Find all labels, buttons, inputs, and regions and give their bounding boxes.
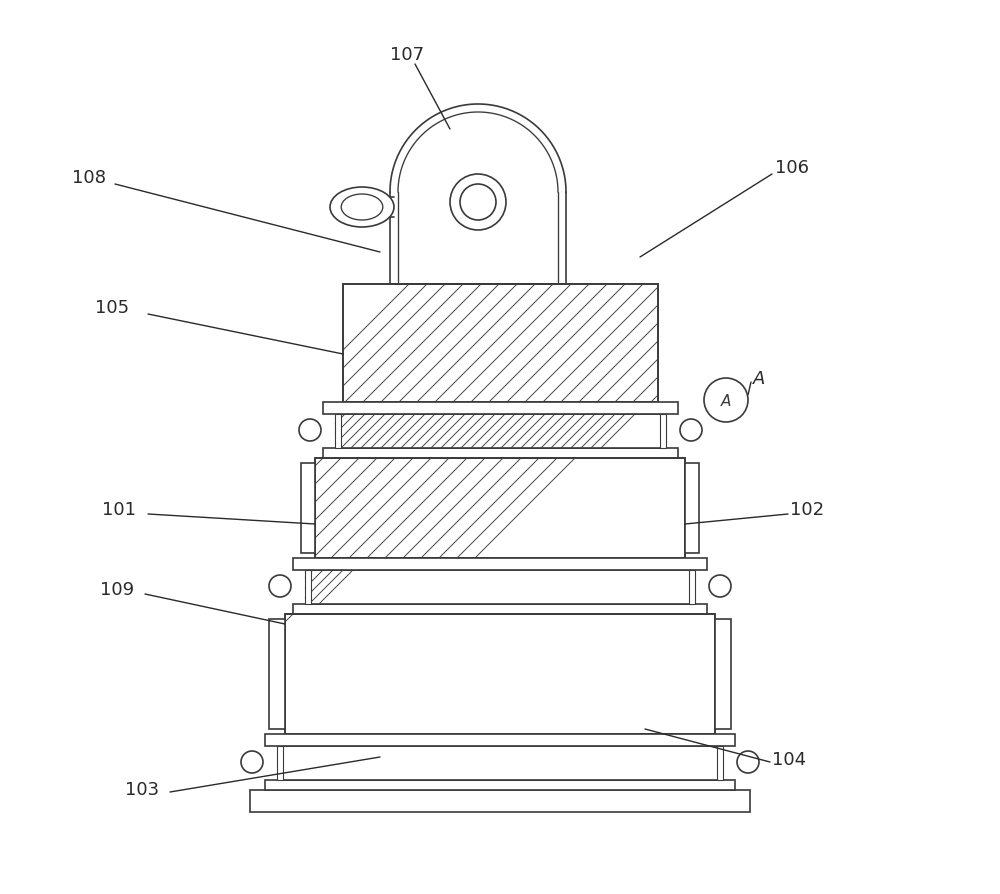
- Text: A: A: [753, 369, 765, 388]
- Polygon shape: [305, 570, 695, 604]
- Polygon shape: [301, 463, 315, 553]
- Polygon shape: [277, 746, 283, 780]
- Text: 104: 104: [772, 750, 806, 768]
- Polygon shape: [265, 734, 735, 746]
- Text: 106: 106: [775, 159, 809, 177]
- Polygon shape: [685, 463, 699, 553]
- Text: 108: 108: [72, 169, 106, 187]
- Circle shape: [241, 751, 263, 773]
- Text: A: A: [721, 393, 731, 408]
- Circle shape: [299, 419, 321, 442]
- Polygon shape: [335, 415, 666, 449]
- Polygon shape: [323, 449, 678, 459]
- Polygon shape: [660, 415, 666, 449]
- Text: 109: 109: [100, 580, 134, 598]
- Polygon shape: [285, 734, 295, 748]
- Polygon shape: [305, 570, 311, 604]
- Polygon shape: [269, 620, 285, 730]
- Polygon shape: [285, 614, 715, 734]
- Polygon shape: [705, 734, 715, 748]
- Polygon shape: [343, 402, 353, 417]
- Polygon shape: [343, 284, 658, 402]
- Polygon shape: [250, 790, 750, 812]
- Circle shape: [680, 419, 702, 442]
- Polygon shape: [648, 402, 658, 417]
- Polygon shape: [689, 570, 695, 604]
- Polygon shape: [323, 402, 678, 415]
- Text: 103: 103: [125, 780, 159, 798]
- Polygon shape: [265, 780, 735, 790]
- Polygon shape: [335, 415, 341, 449]
- Polygon shape: [315, 559, 325, 572]
- Circle shape: [737, 751, 759, 773]
- Polygon shape: [675, 559, 685, 572]
- Polygon shape: [315, 459, 685, 559]
- Polygon shape: [293, 604, 707, 614]
- Ellipse shape: [330, 188, 394, 228]
- Circle shape: [460, 185, 496, 221]
- Text: 107: 107: [390, 46, 424, 64]
- Circle shape: [450, 175, 506, 231]
- Polygon shape: [717, 746, 723, 780]
- Text: 101: 101: [102, 501, 136, 519]
- Text: 105: 105: [95, 299, 129, 316]
- Circle shape: [269, 576, 291, 597]
- Circle shape: [704, 378, 748, 423]
- Polygon shape: [715, 620, 731, 730]
- Ellipse shape: [341, 195, 383, 221]
- Circle shape: [709, 576, 731, 597]
- Text: 102: 102: [790, 501, 824, 519]
- Polygon shape: [293, 559, 707, 570]
- Polygon shape: [277, 746, 723, 780]
